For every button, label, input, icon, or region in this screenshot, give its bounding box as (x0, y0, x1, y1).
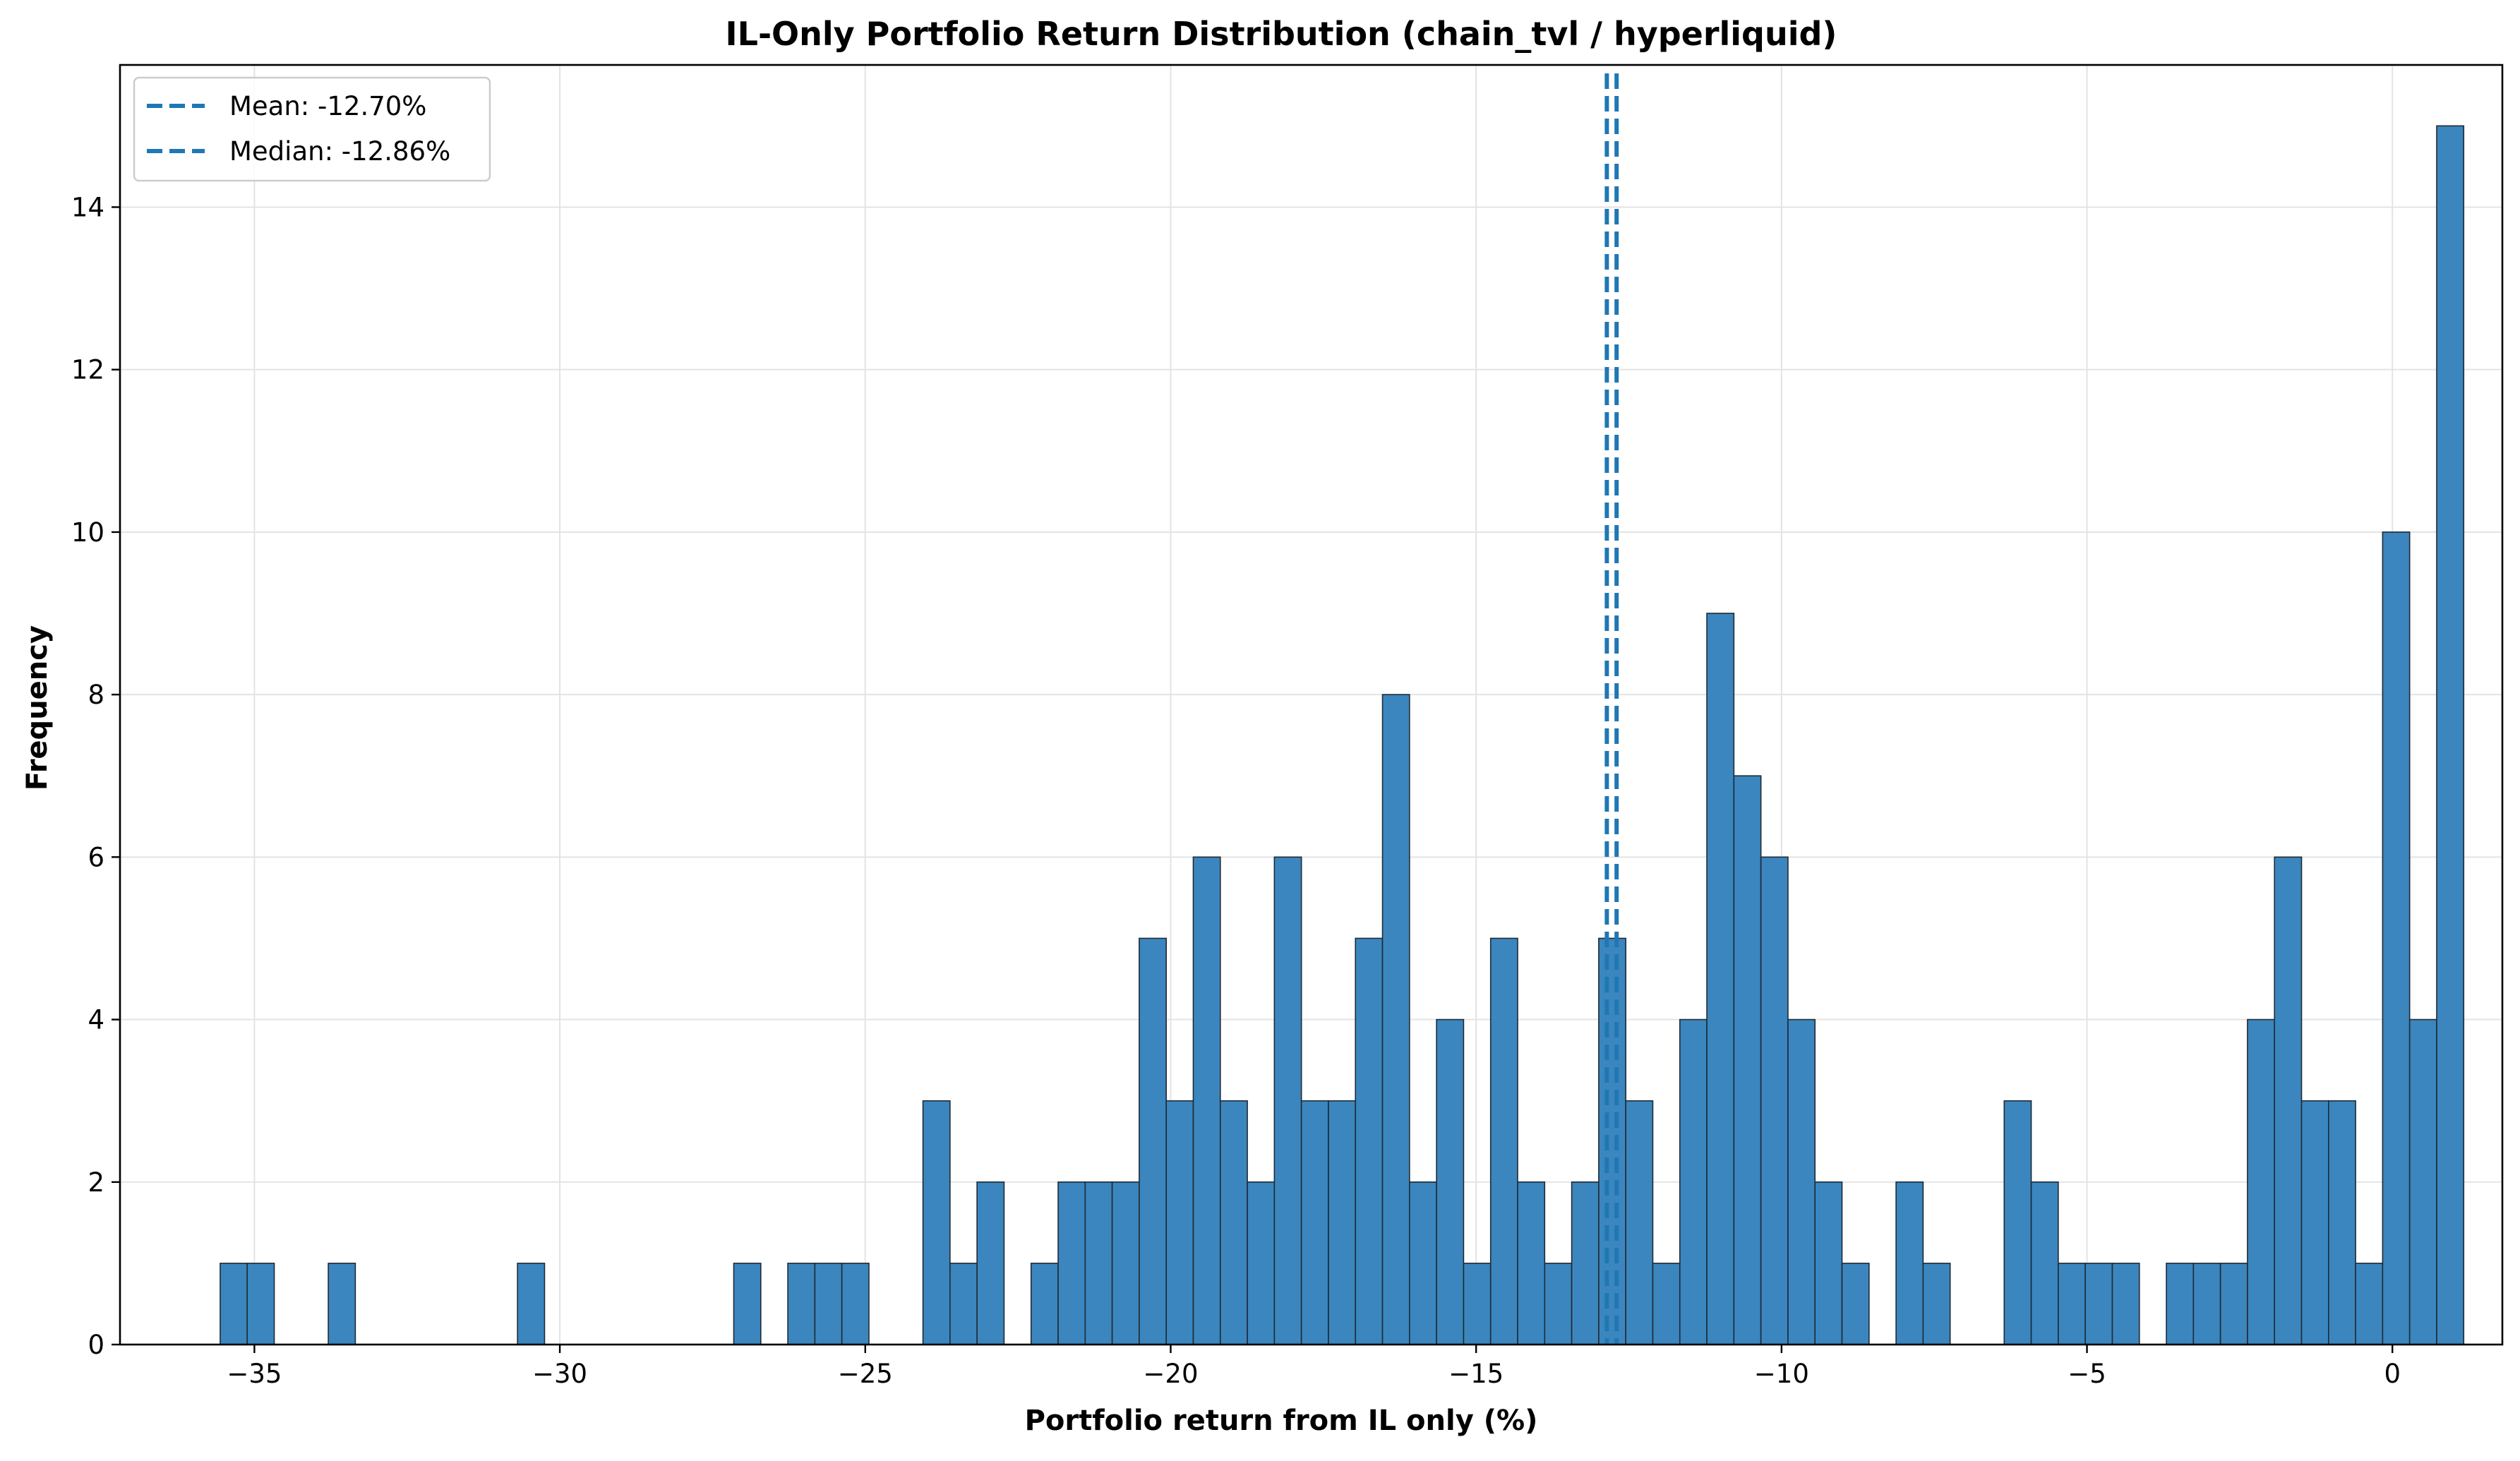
histogram-bar (2192, 1263, 2221, 1345)
y-tick-label: 12 (71, 355, 104, 385)
histogram-bar (1463, 1263, 1492, 1345)
y-tick-label: 4 (88, 1005, 104, 1035)
x-axis-ticks: −35 −30 −25 −20 −15 −10 −5 0 (227, 1345, 2401, 1389)
histogram-bar (2166, 1263, 2195, 1345)
histogram-bar (1706, 613, 1735, 1345)
histogram-bar (1139, 937, 1167, 1345)
y-tick-label: 6 (88, 842, 104, 872)
histogram-bar (841, 1263, 870, 1345)
histogram-bar (1165, 1100, 1194, 1345)
histogram-bar (1625, 1100, 1654, 1345)
histogram-bar (1787, 1018, 1816, 1345)
histogram-bar (1247, 1181, 1276, 1345)
histogram-bar (1328, 1100, 1357, 1345)
plot-area-frame (119, 64, 2504, 1346)
y-tick-label: 0 (88, 1330, 104, 1360)
histogram-bar (1381, 694, 1410, 1345)
x-tick-label: −35 (227, 1359, 282, 1389)
histogram-bar (733, 1263, 762, 1345)
x-tick-label: 0 (2384, 1359, 2401, 1389)
histogram-bar (1652, 1263, 1681, 1345)
histogram-bar (328, 1263, 356, 1345)
reference-lines (1604, 73, 1619, 1345)
histogram-bar (1733, 775, 1762, 1345)
histogram-bar (787, 1263, 816, 1345)
x-tick-label: −20 (1143, 1359, 1198, 1389)
histogram-bar (1489, 937, 1518, 1345)
x-axis-label: Portfolio return from IL only (%) (1025, 1405, 1538, 1437)
histogram-bar (1517, 1181, 1546, 1345)
histogram-bar (2003, 1100, 2032, 1345)
histogram-bar (1922, 1263, 1951, 1345)
y-tick-label: 2 (88, 1167, 104, 1198)
histogram-bar (976, 1181, 1005, 1345)
histogram-bar (1111, 1181, 1140, 1345)
histogram-bar (2058, 1263, 2086, 1345)
histogram-bar (814, 1263, 843, 1345)
x-tick-label: −5 (2068, 1359, 2106, 1389)
histogram-bar (1084, 1181, 1113, 1345)
histogram-bar (2030, 1181, 2059, 1345)
x-tick-label: −30 (532, 1359, 587, 1389)
histogram-bar (1571, 1181, 1600, 1345)
histogram-bars (220, 125, 2465, 1345)
histogram-bar (1544, 1263, 1573, 1345)
histogram-bar (1192, 856, 1221, 1345)
histogram-bar (1030, 1263, 1059, 1345)
histogram-bar (2300, 1100, 2329, 1345)
histogram-bar (2084, 1263, 2113, 1345)
x-tick-label: −25 (838, 1359, 893, 1389)
y-tick-label: 14 (71, 192, 104, 222)
legend-median-label: Median: -12.86% (229, 136, 450, 167)
chart-title: IL-Only Portfolio Return Distribution (c… (726, 15, 1837, 53)
histogram-bar (1300, 1100, 1329, 1345)
legend: Mean: -12.70% Median: -12.86% (133, 76, 491, 182)
histogram-bar (1409, 1181, 1437, 1345)
histogram-bar (1760, 856, 1789, 1345)
y-axis-label: Frequency (21, 625, 54, 790)
x-tick-label: −15 (1448, 1359, 1504, 1389)
histogram-bar (2274, 856, 2303, 1345)
histogram-bar (2408, 1018, 2437, 1345)
legend-mean-label: Mean: -12.70% (229, 91, 426, 121)
y-tick-label: 8 (88, 680, 104, 710)
histogram-bar (1273, 856, 1302, 1345)
histogram-bar (2436, 125, 2465, 1345)
histogram-bar (1814, 1181, 1843, 1345)
histogram-bar (949, 1263, 978, 1345)
histogram-bar (1355, 937, 1384, 1345)
histogram-bar (1895, 1181, 1924, 1345)
y-axis-ticks: 0 2 4 6 8 10 12 14 (71, 192, 120, 1360)
legend-box (133, 76, 491, 182)
histogram-bar (2219, 1263, 2248, 1345)
y-tick-label: 10 (71, 517, 104, 548)
histogram-bar (1057, 1181, 1086, 1345)
histogram-bar (2327, 1100, 2356, 1345)
histogram-bar (1598, 937, 1626, 1345)
histogram-bar (220, 1263, 248, 1345)
histogram-bar (922, 1100, 951, 1345)
histogram-bar (1841, 1263, 1870, 1345)
histogram-bar (2111, 1263, 2140, 1345)
histogram-bar (2355, 1263, 2384, 1345)
histogram-bar (2382, 531, 2411, 1345)
histogram-bar (517, 1263, 546, 1345)
histogram-bar (1219, 1100, 1248, 1345)
x-tick-label: −10 (1754, 1359, 1809, 1389)
histogram-bar (2247, 1018, 2276, 1345)
histogram-bar (1679, 1018, 1708, 1345)
histogram-bar (1436, 1018, 1465, 1345)
histogram-bar (246, 1263, 275, 1345)
